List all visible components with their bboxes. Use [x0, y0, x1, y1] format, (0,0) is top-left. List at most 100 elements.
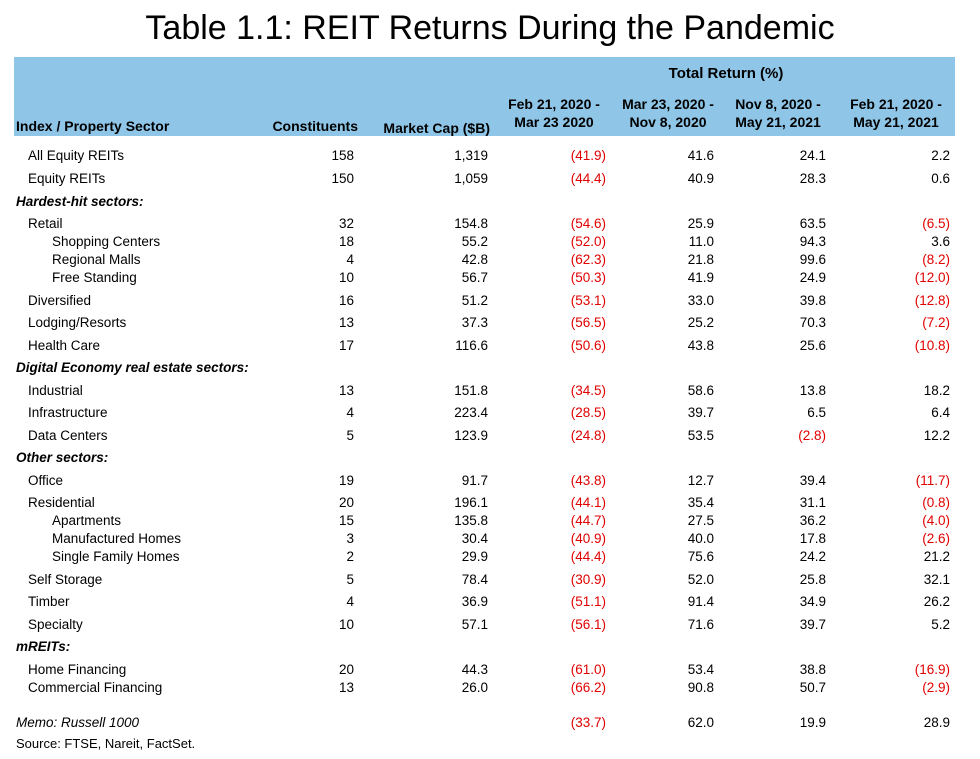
market-cap-value: 42.8 [461, 252, 488, 267]
return-value: 13.8 [799, 383, 826, 398]
column-header-period-2: Mar 23, 2020 - Nov 8, 2020 [622, 96, 714, 130]
return-value: (12.0) [914, 270, 950, 285]
return-value: (62.3) [570, 252, 606, 267]
return-value: (43.8) [570, 473, 606, 488]
return-value: (33.7) [570, 715, 606, 730]
column-header-period-4: Feb 21, 2020 - May 21, 2021 [850, 96, 942, 130]
sector-name: Industrial [28, 383, 83, 398]
table-row: Residential 20 196.1 (44.1) 35.4 31.1 (0.8) [0, 493, 980, 513]
constituents-value: 150 [331, 171, 354, 186]
sector-name: Data Centers [28, 428, 108, 443]
return-value: 90.8 [687, 680, 714, 695]
market-cap-value: 91.7 [461, 473, 488, 488]
table-row: Timber 4 36.9 (51.1) 91.4 34.9 26.2 [0, 592, 980, 612]
return-value: 31.1 [799, 495, 826, 510]
return-value: 0.6 [931, 171, 950, 186]
return-value: (34.5) [570, 383, 606, 398]
constituents-value: 4 [346, 594, 354, 609]
table-row: All Equity REITs 158 1,319 (41.9) 41.6 24.1 2.… [0, 146, 980, 166]
market-cap-value: 44.3 [461, 662, 488, 677]
return-value: (10.8) [914, 338, 950, 353]
return-value: 53.5 [687, 428, 714, 443]
table-row: Specialty 10 57.1 (56.1) 71.6 39.7 5.2 [0, 615, 980, 635]
return-value: 27.5 [687, 513, 714, 528]
constituents-value: 32 [338, 216, 354, 231]
table-row: Office 19 91.7 (43.8) 12.7 39.4 (11.7) [0, 471, 980, 491]
sector-name: Residential [28, 495, 95, 510]
constituents-value: 13 [338, 680, 354, 695]
return-value: (8.2) [922, 252, 950, 267]
return-value: 24.9 [799, 270, 826, 285]
return-value: (50.6) [570, 338, 606, 353]
return-value: 39.7 [687, 405, 714, 420]
return-value: (2.6) [922, 531, 950, 546]
return-value: 11.0 [688, 234, 714, 249]
return-value: (56.5) [570, 315, 606, 330]
market-cap-value: 78.4 [461, 572, 488, 587]
return-value: 25.8 [799, 572, 826, 587]
page-title: Table 1.1: REIT Returns During the Pande… [145, 9, 835, 47]
table-row: Infrastructure 4 223.4 (28.5) 39.7 6.5 6.4 [0, 403, 980, 423]
source-note: Source: FTSE, Nareit, FactSet. [16, 736, 196, 751]
constituents-value: 10 [338, 617, 354, 632]
return-value: 62.0 [687, 715, 714, 730]
table-row: Health Care 17 116.6 (50.6) 43.8 25.6 (10.8) [0, 336, 980, 356]
sector-name: Manufactured Homes [52, 531, 182, 546]
market-cap-value: 1,059 [454, 171, 488, 186]
return-value: 39.7 [799, 617, 826, 632]
return-value: (7.2) [922, 315, 950, 330]
section-header: Other sectors: [0, 448, 980, 468]
constituents-value: 2 [346, 549, 354, 564]
table-header-band [14, 57, 955, 136]
constituents-value: 20 [338, 495, 354, 510]
market-cap-value: 30.4 [461, 531, 488, 546]
constituents-value: 13 [338, 383, 354, 398]
market-cap-value: 135.8 [454, 513, 488, 528]
return-value: 32.1 [923, 572, 950, 587]
return-value: 33.0 [687, 293, 714, 308]
sector-name: Regional Malls [52, 252, 141, 267]
market-cap-value: 196.1 [454, 495, 488, 510]
return-value: (54.6) [570, 216, 606, 231]
return-value: 75.6 [687, 549, 714, 564]
return-value: 39.4 [799, 473, 826, 488]
return-value: (66.2) [570, 680, 606, 695]
constituents-value: 10 [338, 270, 354, 285]
return-value: (41.9) [570, 148, 606, 163]
return-value: 99.6 [799, 252, 826, 267]
return-value: (6.5) [922, 216, 950, 231]
return-value: 18.2 [923, 383, 950, 398]
constituents-value: 5 [346, 572, 354, 587]
return-value: 52.0 [687, 572, 714, 587]
sector-name: Infrastructure [28, 405, 108, 420]
sector-name: Retail [28, 216, 63, 231]
return-value: (51.1) [570, 594, 606, 609]
return-value: 43.8 [687, 338, 714, 353]
return-value: (12.8) [914, 293, 950, 308]
return-value: 12.2 [923, 428, 950, 443]
return-value: 94.3 [799, 234, 826, 249]
return-value: (52.0) [570, 234, 606, 249]
sector-name: Digital Economy real estate sectors: [16, 360, 249, 375]
market-cap-value: 123.9 [454, 428, 488, 443]
return-value: (40.9) [570, 531, 606, 546]
return-value: 21.8 [687, 252, 714, 267]
table-row: Single Family Homes 2 29.9 (44.4) 75.6 24.2 21… [0, 547, 980, 567]
table-row: Industrial 13 151.8 (34.5) 58.6 13.8 18.2 [0, 381, 980, 401]
return-value: 2.2 [931, 148, 950, 163]
return-value: 91.4 [687, 594, 714, 609]
constituents-value: 158 [331, 148, 354, 163]
return-value: (53.1) [570, 293, 606, 308]
sector-name: Lodging/Resorts [28, 315, 127, 330]
market-cap-value: 36.9 [461, 594, 488, 609]
return-value: 12.7 [687, 473, 714, 488]
market-cap-value: 223.4 [454, 405, 488, 420]
sector-name: Health Care [28, 338, 101, 353]
constituents-value: 4 [346, 252, 354, 267]
constituents-value: 3 [346, 531, 354, 546]
return-value: (16.9) [914, 662, 950, 677]
return-value: 21.2 [923, 549, 950, 564]
sector-name: All Equity REITs [28, 148, 125, 163]
constituents-value: 5 [346, 428, 354, 443]
